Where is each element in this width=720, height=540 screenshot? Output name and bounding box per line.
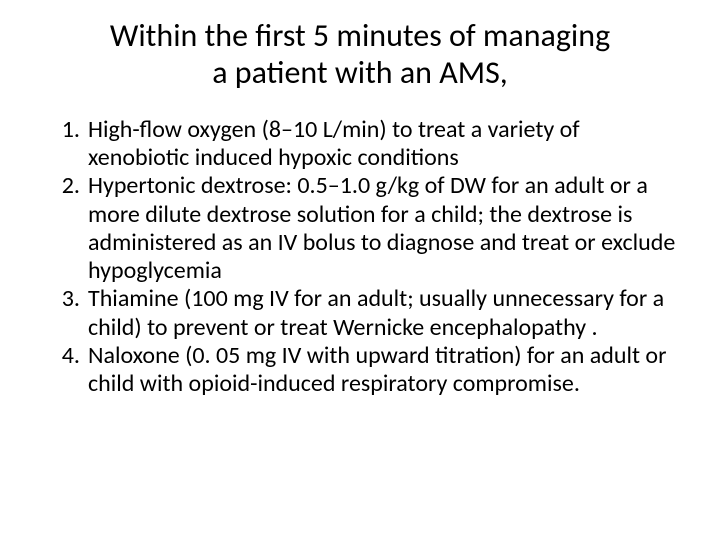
list-number: 1. (52, 116, 80, 144)
list-item: 2. Hypertonic dextrose: 0.5–1.0 g/kg of … (88, 172, 680, 285)
slide-title: Within the first 5 minutes of managing a… (40, 18, 680, 92)
list-text: Hypertonic dextrose: 0.5–1.0 g/kg of DW … (88, 171, 675, 285)
list-number: 4. (52, 342, 80, 370)
numbered-list: 1. High-flow oxygen (8–10 L/min) to trea… (40, 116, 680, 399)
list-number: 2. (52, 172, 80, 200)
list-item: 4. Naloxone (0. 05 mg IV with upward tit… (88, 342, 680, 399)
list-text: Thiamine (100 mg IV for an adult; usuall… (88, 284, 664, 341)
title-line-1: Within the first 5 minutes of managing (110, 16, 610, 55)
list-text: Naloxone (0. 05 mg IV with upward titrat… (88, 341, 666, 398)
list-item: 3. Thiamine (100 mg IV for an adult; usu… (88, 285, 680, 342)
list-item: 1. High-flow oxygen (8–10 L/min) to trea… (88, 116, 680, 173)
list-text: High-flow oxygen (8–10 L/min) to treat a… (88, 115, 580, 172)
title-line-2: a patient with an AMS, (212, 53, 508, 92)
slide: Within the first 5 minutes of managing a… (0, 0, 720, 540)
list-number: 3. (52, 285, 80, 313)
